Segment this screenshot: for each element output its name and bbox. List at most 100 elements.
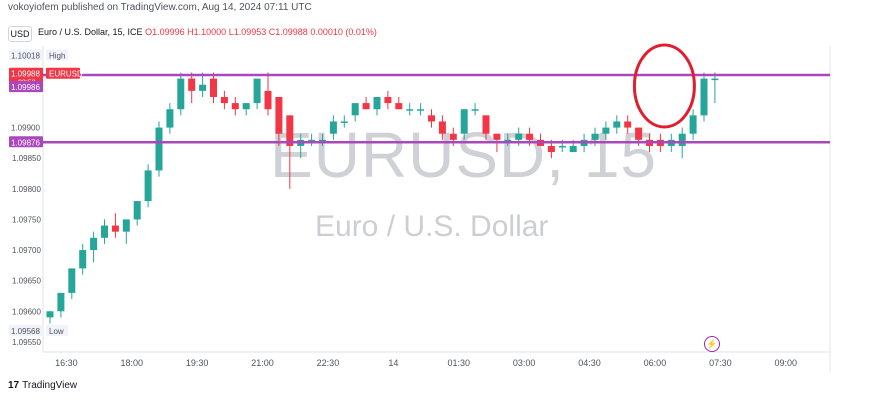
annotation-circle [632, 43, 696, 129]
candle-body [395, 103, 403, 110]
price-tag-box [46, 324, 68, 336]
x-tick-label: 06:00 [644, 358, 667, 368]
candle-body [308, 139, 316, 142]
candle [504, 133, 512, 146]
candle-body [635, 127, 643, 140]
candle-body [220, 96, 228, 104]
candle [362, 96, 370, 110]
candle-body [90, 237, 98, 251]
candle [537, 133, 544, 146]
candle-body [624, 121, 632, 128]
candle [199, 72, 207, 97]
x-tick-label: 04:30 [578, 358, 601, 368]
candle-body [144, 170, 152, 202]
candle [144, 164, 152, 208]
candle-body [482, 115, 490, 134]
y-tick-label: 1.09850 [12, 154, 41, 163]
tradingview-logo-text: TradingView [22, 380, 78, 391]
x-tick-label: 03:00 [513, 358, 536, 368]
candle [297, 133, 305, 159]
candle-body [122, 219, 130, 232]
currency-selector[interactable]: USD [8, 26, 32, 42]
name-watermark: Euro / U.S. Dollar [315, 210, 549, 243]
candle-body [515, 133, 523, 140]
candle [210, 72, 217, 104]
candle [133, 201, 141, 226]
x-tick-label: 16:30 [55, 358, 78, 368]
candle [351, 103, 359, 122]
candle [122, 219, 130, 244]
candle [700, 72, 708, 122]
legend-high: H1.10000 [187, 27, 227, 37]
candle-body [569, 145, 577, 153]
candle-body [79, 250, 87, 269]
candle [46, 311, 54, 324]
candle-body [438, 121, 446, 134]
candle-body [286, 115, 294, 146]
tradingview-logo[interactable]: 17 TradingView [8, 380, 77, 391]
candle [166, 103, 174, 134]
candle-body [177, 78, 185, 110]
price-label-text: 1.09986 [11, 83, 40, 92]
candle-body [275, 96, 283, 134]
price-axis-label: 1.09568 Low [9, 324, 68, 336]
legend-title: Euro / U.S. Dollar, 15, ICE [38, 27, 143, 37]
price-tag-box [46, 67, 80, 79]
candle-body [264, 90, 272, 110]
candle-body [700, 78, 708, 116]
candle [624, 115, 632, 134]
candle [57, 292, 65, 318]
candle [602, 121, 610, 140]
candle-body [689, 115, 697, 134]
candle-body [46, 311, 54, 318]
price-axis-label: 1.10018 High [9, 49, 68, 61]
candle-body [68, 268, 76, 293]
ohlc-legend: Euro / U.S. Dollar, 15, ICE O1.09996 H1.… [38, 27, 377, 37]
x-tick-label: 01:30 [447, 358, 470, 368]
candle [417, 103, 425, 116]
price-label-text: 1.09988 [11, 70, 40, 79]
price-axis-label: 1.09876 [9, 136, 43, 148]
price-label-text: 1.09876 [11, 138, 40, 147]
y-tick-label: 1.09800 [12, 185, 41, 194]
x-tick-label: 18:00 [120, 358, 143, 368]
candle [319, 133, 326, 146]
candle-body [111, 225, 119, 232]
x-tick-label: 14 [388, 358, 398, 368]
candle-body [133, 201, 141, 220]
y-tick-label: 1.09700 [12, 246, 41, 255]
chart-header: vokoyiofem published on TradingView.com,… [0, 0, 870, 18]
lightning-icon[interactable]: ⚡ [704, 336, 720, 352]
y-tick-label: 1.09650 [12, 277, 41, 286]
candle-body [57, 292, 65, 312]
candle-body [210, 78, 217, 97]
candle-body [253, 78, 261, 104]
candle-body [166, 109, 174, 128]
x-tick-label: 21:00 [251, 358, 274, 368]
price-label-box [9, 136, 43, 148]
candle-body [199, 84, 207, 91]
candle [68, 268, 76, 300]
candle-body [493, 133, 501, 140]
candle-body [558, 145, 566, 148]
x-tick-label: 09:00 [774, 358, 797, 368]
candle-body [449, 133, 457, 140]
candle-body [329, 121, 337, 134]
candle-body [602, 127, 610, 134]
price-tag-text: High [49, 51, 65, 60]
price-label-text: 1.09900 [11, 124, 40, 133]
price-label-box [9, 81, 43, 93]
price-tag-box [46, 49, 68, 61]
price-tag-text: Low [49, 327, 64, 336]
candle [438, 115, 446, 140]
candle [428, 109, 435, 128]
candle-body [362, 103, 370, 110]
candle-body [547, 145, 555, 153]
candle [406, 103, 414, 116]
price-label-text: 1.10018 [11, 51, 40, 60]
candle [155, 121, 163, 177]
candle [340, 115, 348, 128]
price-label-text: 1.09568 [11, 327, 40, 336]
candle-body [242, 103, 250, 110]
